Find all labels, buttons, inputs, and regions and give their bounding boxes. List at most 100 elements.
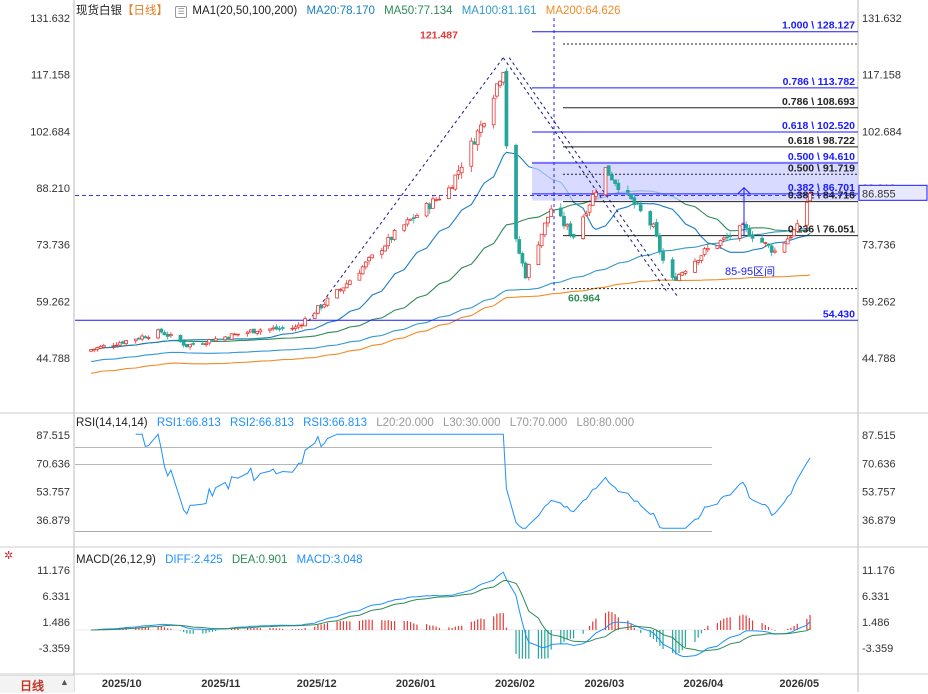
candle-body (795, 223, 800, 232)
candle-body (603, 167, 608, 196)
candle-body (117, 342, 122, 346)
candle-body (178, 335, 183, 343)
current-price-tag (858, 184, 928, 201)
macd-axis-label-left: 1.486 (42, 617, 70, 629)
macd-dea-value: DEA:0.901 (231, 554, 288, 566)
candle-body (431, 198, 435, 209)
candle-body (408, 218, 413, 221)
candle-body (501, 72, 506, 83)
candle-body (782, 242, 787, 253)
candle-body (760, 237, 764, 243)
candle-body (584, 213, 589, 216)
candle-body (447, 187, 451, 199)
price-axis-label-left: 131.632 (30, 13, 70, 25)
candle-body (386, 237, 391, 247)
candle-body (159, 328, 164, 333)
fib-label: 0.236 \ 76.051 (788, 224, 855, 236)
candle-body (616, 182, 621, 191)
macd-axis-label-left: 11.176 (37, 565, 70, 577)
fib-label: 54.430 (823, 308, 855, 320)
ma50-value: MA50:77.134 (384, 5, 453, 17)
candle-body (303, 318, 307, 327)
candle-body (185, 343, 189, 348)
period-button-label[interactable]: 日线 (20, 679, 45, 693)
candle-body (258, 329, 263, 333)
candle-body (680, 272, 685, 276)
candle-body (319, 304, 323, 309)
macd-axis-label-right: 11.176 (862, 565, 895, 577)
candle-body (322, 304, 327, 308)
ma-settings[interactable]: MA1(20,50,100,200) (192, 5, 298, 17)
candle-body (472, 141, 477, 145)
candle-body (594, 192, 598, 197)
candle-body (124, 340, 128, 345)
candle-body (255, 331, 260, 334)
candle-body (789, 236, 793, 239)
candle-body (411, 217, 416, 220)
rsi-axis-label-right: 53.757 (862, 487, 896, 499)
moving-average-lines (90, 151, 811, 374)
candle-body (248, 329, 253, 333)
time-axis-label: 2025/12 (297, 678, 337, 690)
candle-body (498, 80, 502, 87)
macd-gear-icon[interactable]: ✲ (4, 550, 14, 562)
candle-body (236, 333, 240, 336)
candle-body (370, 254, 375, 259)
candle-body (542, 222, 547, 236)
candle-body (705, 248, 710, 251)
fibonacci-levels: 1.000 \ 128.127 0.786 \ 113.782 0.786 \ 10… (75, 18, 858, 327)
ma200-value: MA200:64.626 (545, 5, 621, 17)
rsi-legend: RSI(14,14,14) RSI1:66.813 RSI2:66.813 RS… (76, 417, 640, 429)
rsi-settings[interactable]: RSI(14,14,14) (76, 417, 148, 429)
candle-body (495, 83, 499, 97)
candle-body (290, 327, 295, 330)
candle-body (95, 347, 100, 350)
candle-body (437, 198, 442, 201)
candle-body (590, 194, 595, 206)
candle-body (213, 338, 218, 342)
candle-body (146, 337, 151, 339)
candle-body (459, 166, 464, 174)
low-price-label: 60.964 (568, 293, 600, 305)
candle-body (389, 236, 394, 241)
candle-body (606, 165, 611, 176)
candle-body (424, 203, 429, 217)
candle-body (658, 235, 662, 252)
annotations: 121.487 60.964 85-95区间 (420, 29, 775, 304)
candle-body (491, 97, 496, 126)
candle-body (610, 174, 614, 181)
candle-body (232, 333, 237, 336)
axis-labels: 131.632 131.632 117.158 117.158 102.684 102.6… (30, 13, 928, 690)
rsi-axis-label-right: 70.636 (862, 458, 896, 470)
macd-axis-label-right: 1.486 (862, 617, 890, 629)
candle-body (549, 208, 554, 217)
candle-body (169, 334, 173, 337)
candle-body (363, 261, 368, 268)
period-label[interactable]: 【日线】 (122, 5, 168, 17)
candle-body (312, 312, 317, 319)
candle-body (223, 336, 228, 341)
candle-body (415, 214, 419, 218)
candle-body (226, 336, 231, 340)
time-axis-label: 2025/10 (102, 678, 142, 690)
candle-body (434, 199, 438, 201)
candlestick-series (89, 68, 812, 353)
candle-body (338, 289, 343, 291)
price-axis-label-left: 102.684 (30, 126, 70, 138)
candle-body (571, 233, 576, 238)
candle-body (670, 259, 675, 278)
candle-body (101, 345, 106, 348)
price-axis-label-right: 102.684 (862, 126, 902, 138)
period-button[interactable]: 日线 ▲ (0, 675, 74, 693)
time-axis-label: 2026/05 (779, 678, 819, 690)
candle-body (750, 234, 755, 239)
candle-body (651, 223, 656, 228)
macd-settings[interactable]: MACD(26,12,9) (76, 554, 156, 566)
rsi-axis-label-left: 36.879 (36, 515, 70, 527)
settings-icon[interactable]: ☰ (175, 6, 188, 18)
caret-up-icon[interactable]: ▲ (60, 677, 69, 687)
decline-trend-line (502, 57, 667, 291)
candle-body (479, 124, 483, 133)
rsi-axis-label-left: 87.515 (36, 430, 70, 442)
candle-body (245, 331, 250, 335)
